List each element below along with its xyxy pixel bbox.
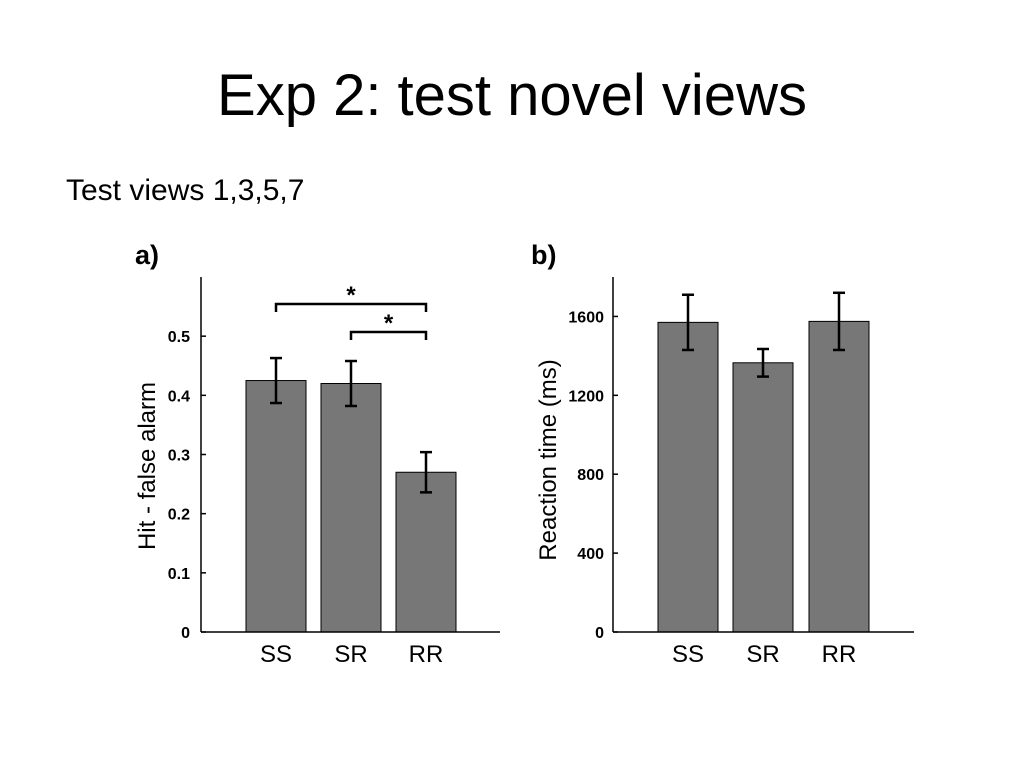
y-tick-label: 0.3	[168, 448, 190, 465]
y-axis-title: Hit - false alarm	[134, 382, 161, 550]
y-tick-label: 0.1	[168, 566, 190, 583]
significance-bracket	[274, 302, 428, 312]
bar-ss	[657, 321, 719, 633]
slide-title: Exp 2: test novel views	[217, 63, 807, 128]
panel-label: a)	[135, 240, 159, 270]
category-label: SS	[260, 641, 292, 668]
panel-label: b)	[531, 240, 556, 270]
y-tick-label: 0.4	[168, 388, 190, 405]
category-label: SS	[672, 641, 704, 668]
y-tick-label: 0.5	[168, 329, 190, 346]
y-tick-label: 1200	[568, 388, 604, 405]
bar-sr	[732, 362, 794, 633]
bar-rr	[395, 471, 457, 633]
bar-rr	[808, 320, 870, 633]
chart-panel-a: a) SS SR RR 0 0.1 0.2 0.3 0.4 0.5 Hit - false alar…	[134, 240, 500, 668]
y-tick-label: 0	[181, 625, 190, 642]
chart-panel-b: b) SS SR RR 0 400 800 1200 1600 Reaction time (ms…	[531, 240, 914, 668]
category-label: RR	[822, 641, 857, 668]
bar-ss	[245, 380, 307, 633]
category-label: SR	[746, 641, 779, 668]
slide-subtitle: Test views 1,3,5,7	[66, 174, 305, 207]
category-label: SR	[334, 641, 367, 668]
y-tick-label: 0.2	[168, 507, 190, 524]
y-axis-title: Reaction time (ms)	[535, 359, 562, 560]
significance-star: *	[346, 282, 356, 309]
y-tick-label: 800	[577, 467, 604, 484]
significance-bracket	[349, 330, 428, 340]
category-label: RR	[409, 641, 444, 668]
y-tick-label: 0	[595, 625, 604, 642]
y-tick-label: 1600	[568, 309, 604, 326]
significance-star: *	[384, 310, 394, 337]
y-tick-label: 400	[577, 546, 604, 563]
bar-sr	[320, 383, 382, 633]
